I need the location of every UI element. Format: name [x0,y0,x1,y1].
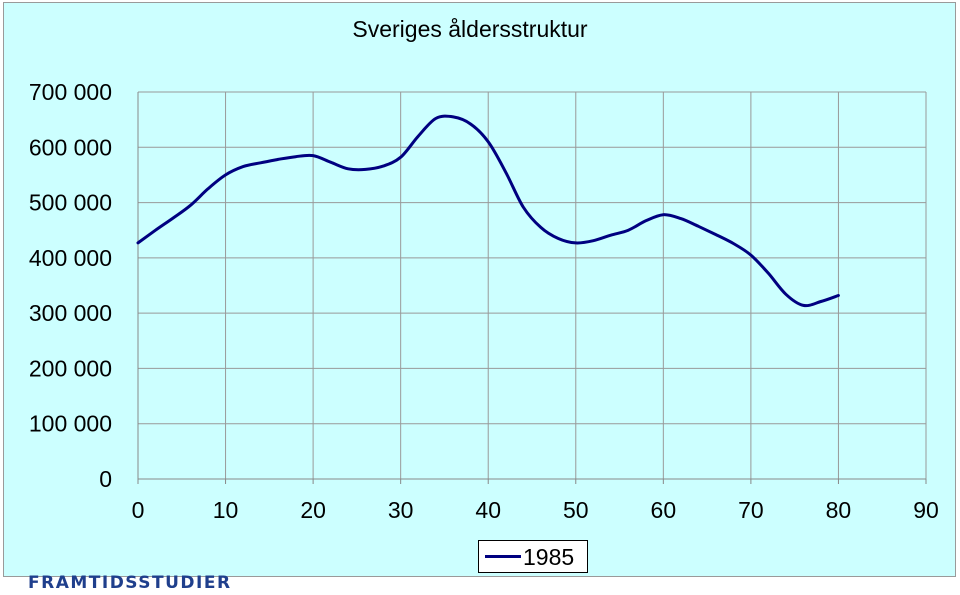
y-tick-label: 400 000 [29,245,112,271]
x-tick-label: 40 [475,497,501,523]
series-group [136,114,840,308]
gridlines [137,91,927,484]
legend-line-swatch [485,555,521,558]
x-tick-label: 70 [738,497,764,523]
y-tick-label: 700 000 [29,79,112,105]
y-tick-label: 0 [99,466,112,492]
x-tick-label: 60 [651,497,677,523]
y-tick-label: 200 000 [29,355,112,381]
x-tick-label: 30 [388,497,414,523]
chart-area [3,2,956,577]
y-tick-label: 500 000 [29,190,112,216]
x-tick-label: 10 [213,497,239,523]
y-tick-labels: 0 100 000 200 000 300 000 400 000 500 000 600 … [29,79,112,492]
y-tick-label: 600 000 [29,134,112,160]
y-tick-label: 300 000 [29,300,112,326]
chart-title: Sveriges åldersstruktur [352,16,588,42]
x-tick-label: 90 [913,497,939,523]
brand-logo: FRAMTIDSSTUDIER [28,573,232,593]
x-tick-label: 50 [563,497,589,523]
series-line-0 [136,114,840,308]
legend-label: 1985 [523,544,575,570]
x-tick-labels: 0 10 20 30 40 50 60 70 80 90 [132,497,939,523]
legend: 1985 [478,540,588,573]
y-tick-label: 100 000 [29,411,112,437]
x-tick-label: 80 [826,497,852,523]
x-tick-label: 0 [132,497,145,523]
x-tick-label: 20 [300,497,326,523]
